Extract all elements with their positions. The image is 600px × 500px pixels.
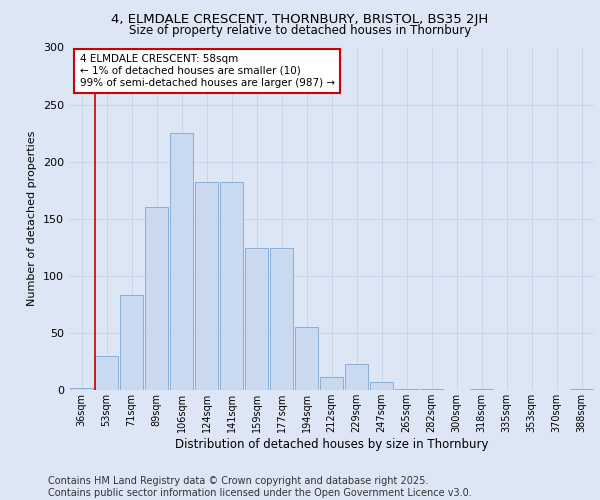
Bar xyxy=(270,248,293,390)
Bar xyxy=(570,389,593,390)
Bar xyxy=(220,182,243,390)
Bar xyxy=(320,378,343,390)
X-axis label: Distribution of detached houses by size in Thornbury: Distribution of detached houses by size … xyxy=(175,438,488,450)
Bar xyxy=(120,295,143,390)
Bar xyxy=(195,182,218,390)
Text: 4, ELMDALE CRESCENT, THORNBURY, BRISTOL, BS35 2JH: 4, ELMDALE CRESCENT, THORNBURY, BRISTOL,… xyxy=(112,12,488,26)
Bar xyxy=(95,356,118,390)
Bar xyxy=(245,248,268,390)
Bar xyxy=(345,364,368,390)
Bar xyxy=(470,389,493,390)
Bar xyxy=(395,389,418,390)
Bar xyxy=(295,327,318,390)
Bar xyxy=(145,208,168,390)
Bar xyxy=(170,133,193,390)
Bar xyxy=(420,389,443,390)
Y-axis label: Number of detached properties: Number of detached properties xyxy=(28,131,37,306)
Bar xyxy=(370,382,393,390)
Text: Contains HM Land Registry data © Crown copyright and database right 2025.
Contai: Contains HM Land Registry data © Crown c… xyxy=(48,476,472,498)
Text: 4 ELMDALE CRESCENT: 58sqm
← 1% of detached houses are smaller (10)
99% of semi-d: 4 ELMDALE CRESCENT: 58sqm ← 1% of detach… xyxy=(79,54,335,88)
Text: Size of property relative to detached houses in Thornbury: Size of property relative to detached ho… xyxy=(129,24,471,37)
Bar xyxy=(70,388,93,390)
